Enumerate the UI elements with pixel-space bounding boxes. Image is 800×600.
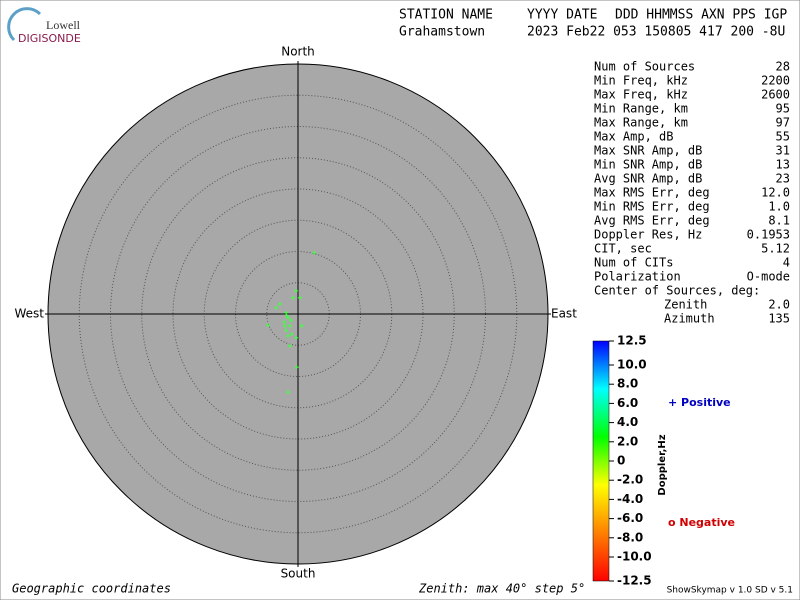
colorbar-tick-label: 8.0 [617,377,638,391]
logo-arc [7,7,42,42]
stat-value: 2.0 [768,298,790,312]
colorbar-tick-label: -2.0 [617,473,643,487]
stat-value: O-mode [747,270,790,284]
source-point [299,323,304,328]
stat-label: Azimuth [664,312,715,326]
stat-value: 135 [768,312,790,326]
direction-label: South [281,567,316,581]
stat-value: 1.0 [768,200,790,214]
stat-label: Polarization [594,270,681,284]
source-point [289,318,294,323]
source-point [287,323,292,328]
stat-label: Num of CITs [594,256,673,270]
direction-label: North [281,45,315,59]
source-point [284,313,289,318]
stat-label: Max Freq, kHz [594,88,688,102]
stat-label: Min Range, km [594,102,688,116]
stat-value: 28 [776,60,790,74]
stat-value: 5.12 [761,242,790,256]
colorbar-tick-label: -6.0 [617,511,643,525]
stat-label: Min RMS Err, deg [594,200,710,214]
stat-value: 2600 [761,88,790,102]
stat-label: Avg SNR Amp, dB [594,172,702,186]
direction-label: East [551,307,577,321]
legend-negative: o Negative [668,516,735,529]
stat-value: 0.1953 [747,228,790,242]
source-point [277,302,282,306]
header-value: Grahamstown [399,25,485,40]
stat-label: Max Range, km [594,116,688,130]
stat-value: 2200 [761,74,790,88]
stat-value: 8.1 [768,214,790,228]
colorbar-tick-label: 6.0 [617,396,638,410]
colorbar-label: Doppler,Hz [657,434,668,495]
stat-label: Avg RMS Err, deg [594,214,710,228]
stat-value: 55 [776,130,790,144]
footer-middle: Zenith: max 40° step 5° [418,582,585,596]
colorbar-tick-label: 10.0 [617,358,647,372]
stat-value: 31 [776,144,790,158]
source-point [294,365,299,370]
stat-label: Max Amp, dB [594,130,673,144]
stat-value: 4 [783,256,790,270]
header-value: 2023 Feb22 053 150805 417 200 -8U [527,25,785,40]
source-point [286,390,290,395]
source-point [266,323,270,328]
source-point [282,320,287,325]
colorbar-tick-label: 12.5 [617,334,647,348]
stat-label: Num of Sources [594,60,695,74]
stat-label: Center of Sources, deg: [594,284,760,298]
colorbar-tick-label: -8.0 [617,530,643,544]
stat-label: CIT, sec [594,242,652,256]
source-point [291,295,295,300]
colorbar-tick-label: 2.0 [617,434,638,448]
header-label: DDD HHMMSS AXN PPS IGP [615,8,787,23]
header-label: YYYY DATE [527,8,597,23]
colorbar-tick-label: 4.0 [617,415,638,429]
stat-value: 95 [776,102,790,116]
source-point [294,335,299,340]
footer-right: ShowSkymap v 1.0 SD v 5.1 [667,586,793,596]
direction-label: West [14,307,44,321]
stat-label: Max SNR Amp, dB [594,144,702,158]
stat-label: Zenith [664,298,707,312]
source-point [294,288,299,293]
logo-bottom: DIGISONDE [18,32,81,45]
stat-label: Doppler Res, Hz [594,228,702,242]
header-label: STATION NAME [399,8,493,23]
stat-label: Min SNR Amp, dB [594,158,702,172]
stat-label: Min Freq, kHz [594,74,688,88]
stat-value: 23 [776,172,790,186]
colorbar-tick-label: -4.0 [617,492,643,506]
legend-positive: + Positive [668,396,731,409]
source-point [287,343,292,348]
stat-value: 13 [776,158,790,172]
source-point [284,310,289,315]
source-point [274,305,279,310]
colorbar-tick-label: -12.5 [617,574,652,588]
colorbar [592,340,610,582]
source-point [284,328,289,333]
source-point [312,250,317,255]
colorbar-tick-label: -10.0 [617,550,652,564]
stat-value: 97 [776,116,790,130]
logo-top: Lowell [46,18,81,32]
source-point [282,323,287,328]
stat-label: Max RMS Err, deg [594,186,710,200]
colorbar-tick-label: 0 [617,454,625,468]
source-point [289,332,294,336]
stat-value: 12.0 [761,186,790,200]
source-point [297,295,302,300]
footer-left: Geographic coordinates [12,582,171,596]
source-point [286,333,290,338]
